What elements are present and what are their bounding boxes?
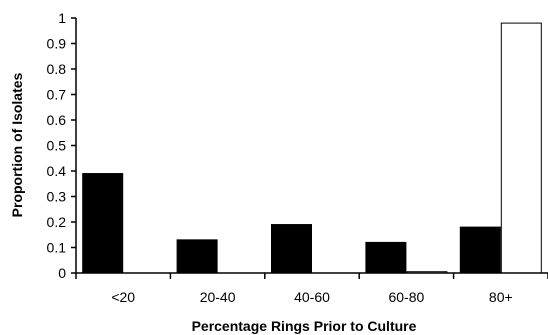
y-tick-label: 0.1	[47, 240, 67, 256]
y-tick-label: 0.4	[47, 163, 67, 179]
bar-series1-3	[365, 241, 407, 274]
y-tick-label: 0.6	[47, 112, 67, 128]
bar-series1-2	[271, 224, 312, 274]
x-tick-label: 60-80	[388, 289, 424, 305]
y-tick-label: 0	[58, 265, 66, 281]
x-ticks-group: <20 20-40 40-60 60-80 80+	[75, 273, 548, 305]
y-tick-label: 0.3	[47, 189, 67, 205]
x-axis-title: Percentage Rings Prior to Culture	[192, 318, 417, 334]
y-axis-title: Proportion of Isolates	[9, 72, 25, 217]
y-tick-label: 0.7	[47, 87, 67, 103]
bar-series1-0	[82, 173, 124, 274]
x-tick-label: <20	[111, 289, 135, 305]
bar-series1-1	[176, 239, 218, 274]
bar-series2-4	[500, 22, 542, 274]
y-tick-label: 0.8	[47, 61, 67, 77]
y-ticks-group: 0 0.1 0.2 0.3 0.4 0.5 0.6 0.7 0.8 0.9 1	[47, 10, 76, 281]
x-tick-label: 80+	[489, 289, 513, 305]
bar-series1-4	[459, 226, 501, 274]
y-tick-label: 0.9	[47, 36, 67, 52]
bars-group	[82, 22, 542, 274]
y-tick-label: 0.5	[47, 138, 67, 154]
y-tick-label: 0.2	[47, 214, 67, 230]
x-tick-label: 20-40	[200, 289, 236, 305]
y-tick-label: 1	[58, 10, 66, 26]
x-tick-label: 40-60	[294, 289, 330, 305]
